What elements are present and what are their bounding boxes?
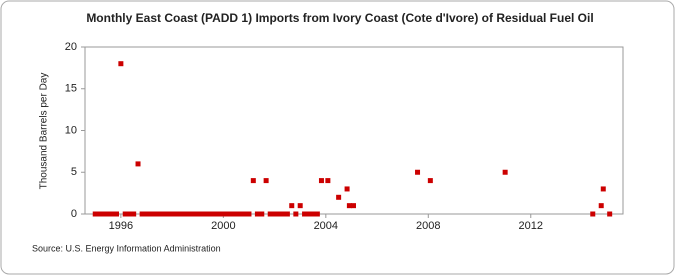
x-tick-label: 2000 — [211, 220, 235, 232]
point — [173, 211, 179, 217]
point — [272, 211, 278, 217]
point — [203, 211, 209, 217]
point — [314, 211, 320, 217]
point — [216, 211, 222, 217]
point — [238, 211, 244, 217]
source-note: Source: U.S. Energy Information Administ… — [32, 243, 221, 253]
point — [101, 211, 107, 217]
point — [293, 211, 299, 217]
y-tick-label: 15 — [65, 83, 77, 95]
point — [246, 211, 252, 217]
point — [109, 211, 115, 217]
x-tick-label: 2004 — [314, 220, 338, 232]
point — [598, 203, 604, 209]
point — [186, 211, 192, 217]
point — [289, 203, 295, 209]
point — [267, 211, 273, 217]
point — [600, 186, 606, 192]
point — [350, 203, 356, 209]
point — [318, 178, 324, 184]
point — [97, 211, 103, 217]
point — [250, 178, 256, 184]
point — [152, 211, 158, 217]
point — [105, 211, 111, 217]
point — [178, 211, 184, 217]
point — [306, 211, 312, 217]
point — [208, 211, 214, 217]
point — [415, 169, 421, 175]
point — [92, 211, 98, 217]
point — [220, 211, 226, 217]
point — [346, 203, 352, 209]
point — [284, 211, 290, 217]
point — [143, 211, 149, 217]
point — [118, 61, 124, 67]
point — [165, 211, 171, 217]
point — [242, 211, 248, 217]
point — [233, 211, 239, 217]
point — [139, 211, 145, 217]
point — [259, 211, 265, 217]
point — [135, 161, 141, 167]
point — [302, 211, 308, 217]
point — [297, 203, 303, 209]
point — [161, 211, 167, 217]
x-tick-label: 2008 — [416, 220, 440, 232]
point — [148, 211, 154, 217]
point — [190, 211, 196, 217]
x-tick-label: 1996 — [109, 220, 133, 232]
point — [280, 211, 286, 217]
point — [607, 211, 613, 217]
point — [325, 178, 331, 184]
point — [199, 211, 205, 217]
point — [229, 211, 235, 217]
y-tick-label: 20 — [65, 41, 77, 53]
point — [502, 169, 508, 175]
point — [169, 211, 175, 217]
point — [310, 211, 316, 217]
point — [122, 211, 128, 217]
point — [590, 211, 596, 217]
y-axis-label: Thousand Barrels per Day — [39, 73, 50, 190]
point — [182, 211, 188, 217]
point — [225, 211, 231, 217]
point — [131, 211, 137, 217]
point — [126, 211, 132, 217]
point — [344, 186, 350, 192]
point — [336, 194, 342, 200]
x-tick-label: 2012 — [519, 220, 543, 232]
y-tick-label: 0 — [71, 208, 77, 220]
point — [254, 211, 260, 217]
point — [427, 178, 433, 184]
point — [276, 211, 282, 217]
y-tick-label: 5 — [71, 166, 77, 178]
point — [195, 211, 201, 217]
point — [263, 178, 269, 184]
y-tick-label: 10 — [65, 124, 77, 136]
point — [212, 211, 218, 217]
point — [156, 211, 162, 217]
chart-title: Monthly East Coast (PADD 1) Imports from… — [86, 11, 593, 25]
point — [114, 211, 120, 217]
